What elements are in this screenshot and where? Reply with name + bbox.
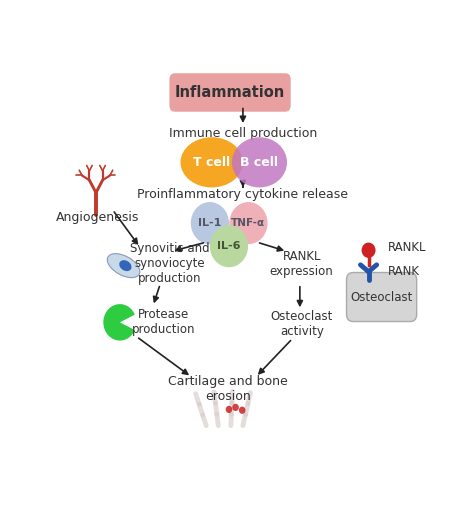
Text: Immune cell production: Immune cell production bbox=[169, 127, 317, 140]
Wedge shape bbox=[103, 304, 135, 340]
Circle shape bbox=[229, 202, 267, 244]
Text: IL-6: IL-6 bbox=[217, 241, 241, 251]
Circle shape bbox=[362, 242, 375, 258]
Text: RANKL: RANKL bbox=[388, 241, 427, 254]
Text: RANKL
expression: RANKL expression bbox=[270, 250, 334, 278]
Text: Protease
production: Protease production bbox=[132, 308, 196, 336]
Text: Angiogenesis: Angiogenesis bbox=[56, 211, 139, 224]
Text: RANK: RANK bbox=[388, 265, 420, 278]
FancyBboxPatch shape bbox=[346, 272, 417, 321]
Text: TNF-α: TNF-α bbox=[231, 218, 265, 228]
Ellipse shape bbox=[232, 137, 287, 187]
Text: T cell: T cell bbox=[193, 156, 230, 169]
Circle shape bbox=[226, 406, 232, 413]
Circle shape bbox=[239, 407, 246, 414]
FancyBboxPatch shape bbox=[169, 73, 291, 112]
Circle shape bbox=[210, 225, 248, 267]
Text: Proinflammatory cytokine release: Proinflammatory cytokine release bbox=[137, 188, 348, 201]
Text: Synovitis and
synoviocyte
production: Synovitis and synoviocyte production bbox=[130, 242, 209, 285]
Text: B cell: B cell bbox=[240, 156, 278, 169]
Ellipse shape bbox=[107, 254, 140, 278]
Text: IL-1: IL-1 bbox=[198, 218, 221, 228]
Circle shape bbox=[191, 202, 229, 244]
Text: Osteoclast
activity: Osteoclast activity bbox=[271, 310, 333, 338]
Text: Osteoclast: Osteoclast bbox=[351, 291, 413, 304]
Ellipse shape bbox=[119, 260, 131, 271]
Text: Inflammation: Inflammation bbox=[175, 85, 285, 100]
Text: Cartilage and bone
erosion: Cartilage and bone erosion bbox=[168, 375, 288, 403]
Circle shape bbox=[232, 404, 239, 411]
Ellipse shape bbox=[181, 137, 243, 187]
